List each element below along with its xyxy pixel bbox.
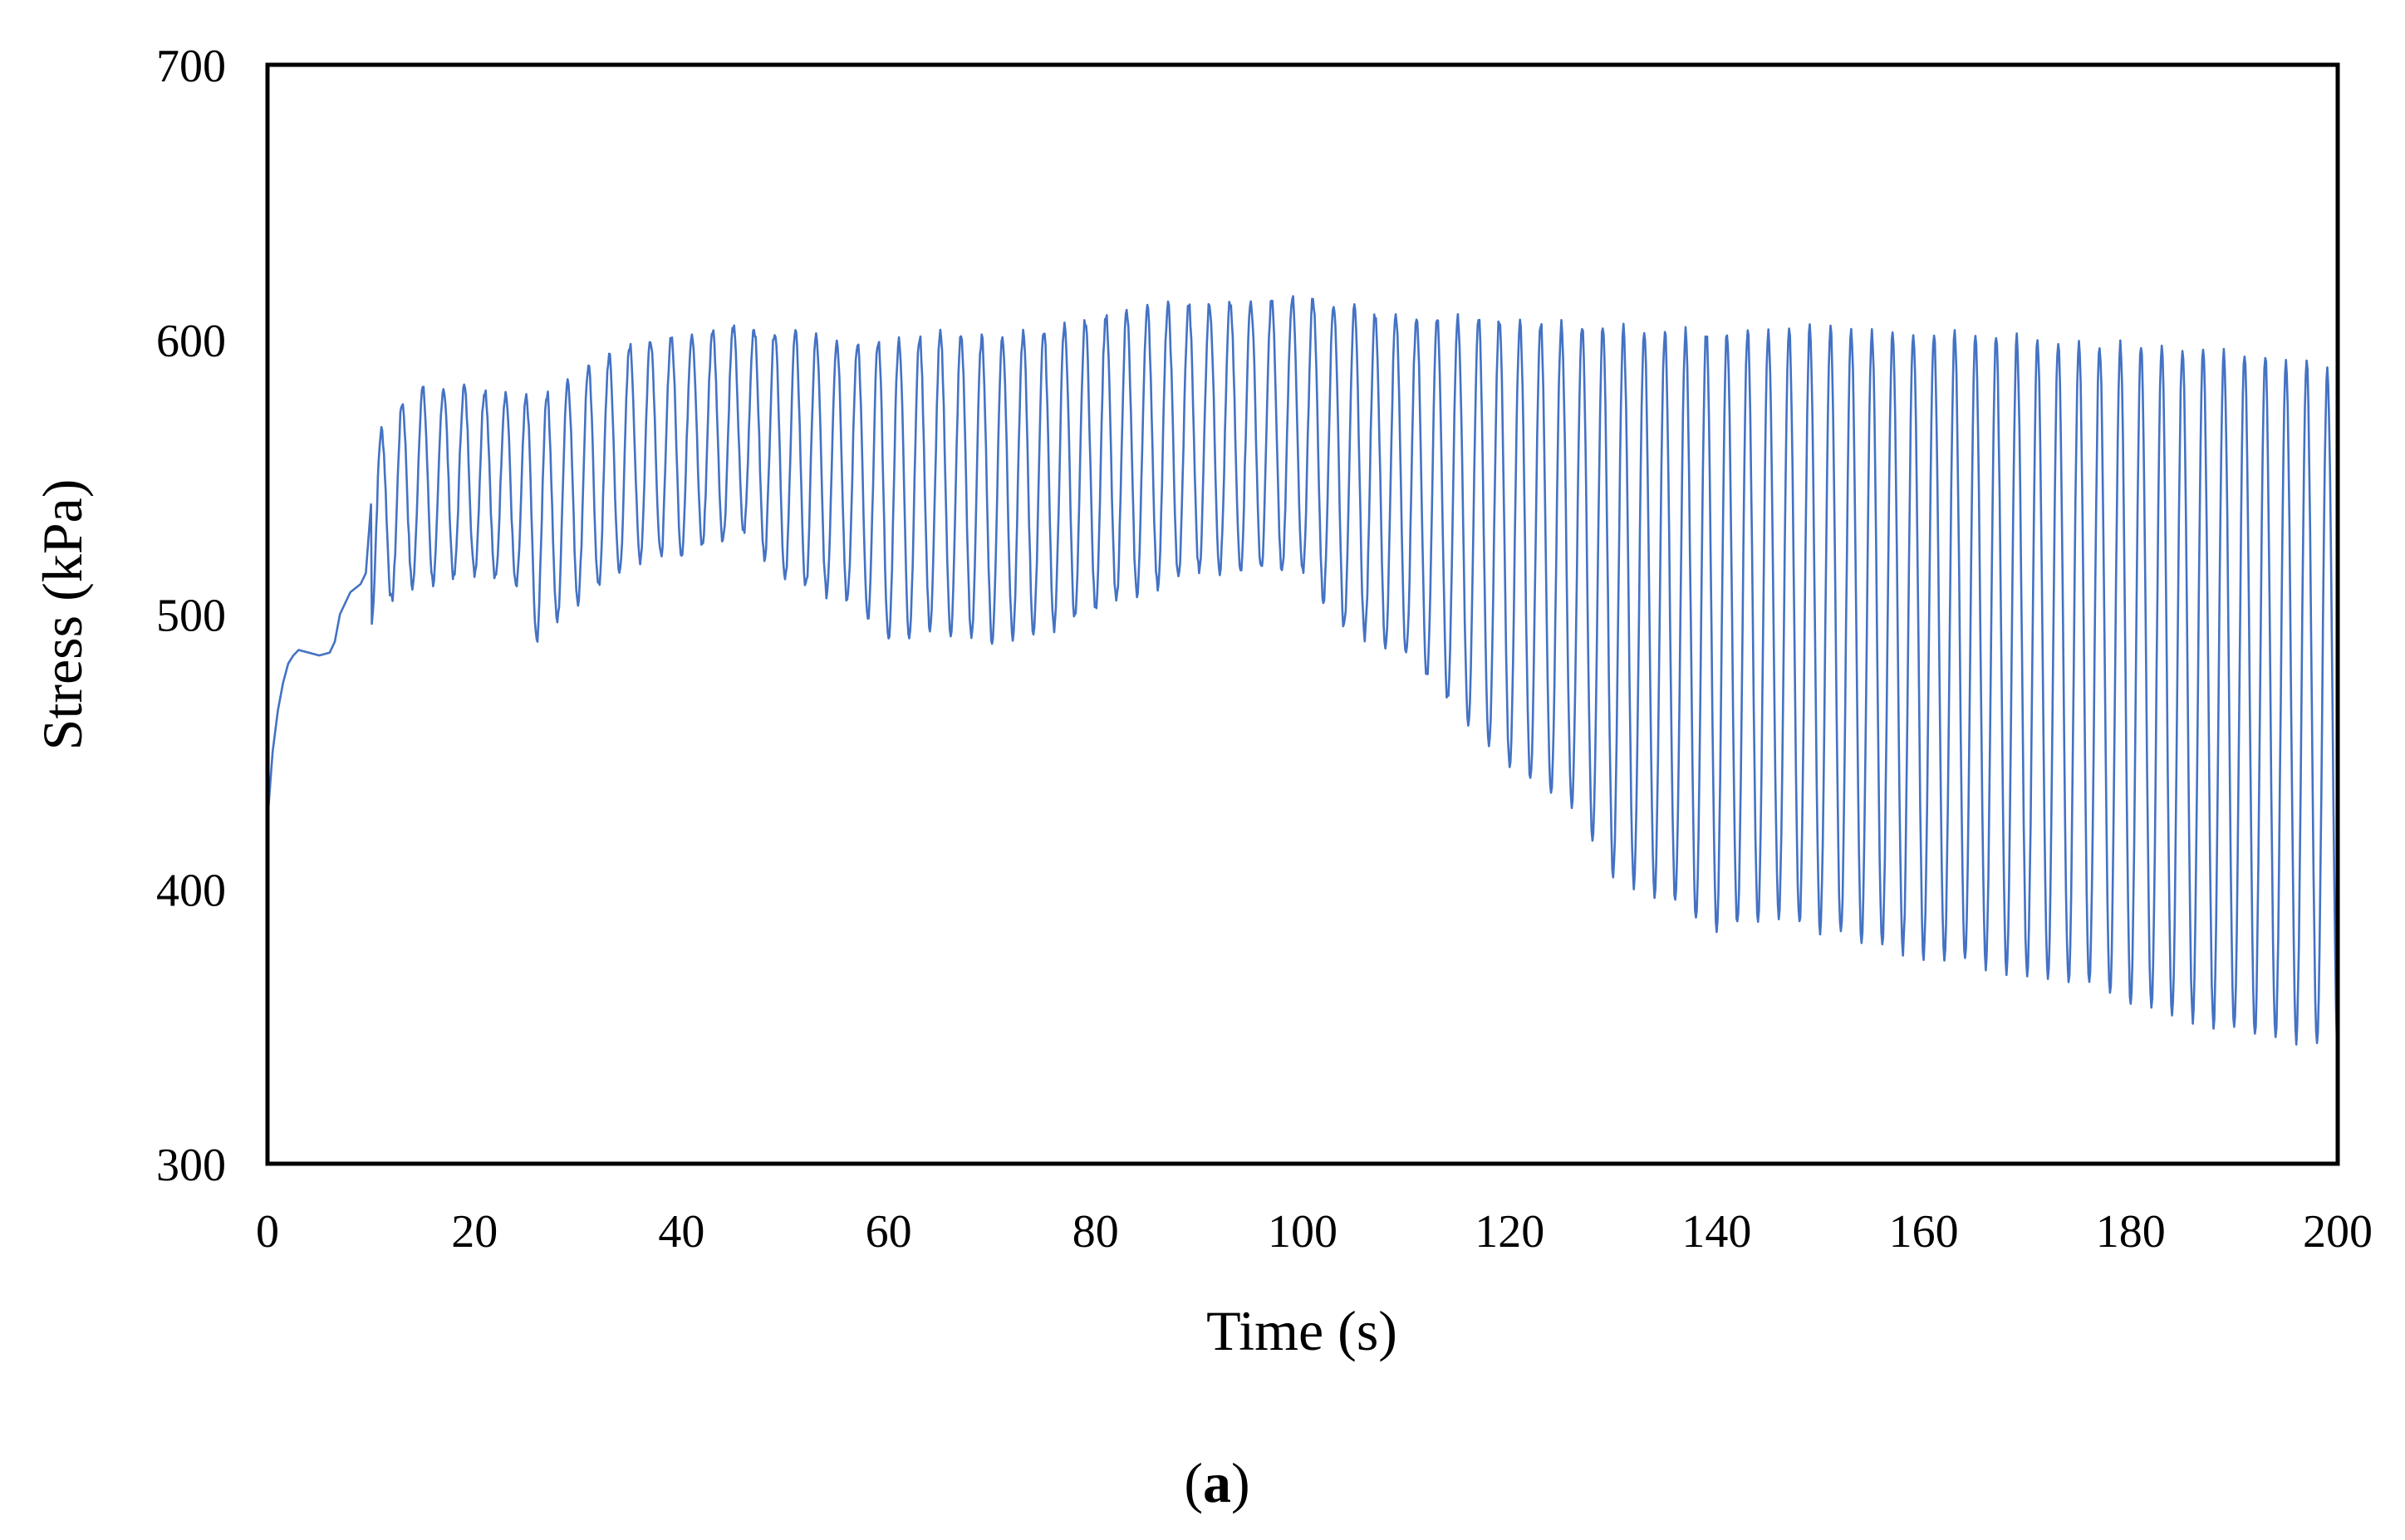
x-tick-label: 60 (866, 1206, 912, 1258)
x-tick-label: 40 (658, 1206, 704, 1258)
x-tick-label: 80 (1072, 1206, 1119, 1258)
y-tick-label: 300 (156, 1140, 226, 1191)
x-tick-label: 100 (1268, 1206, 1337, 1258)
y-tick-label: 500 (156, 591, 226, 642)
y-tick-labels: 300 400 500 600 700 (156, 41, 226, 1191)
figure-caption: (a) (1184, 1451, 1249, 1514)
x-tick-label: 140 (1681, 1206, 1751, 1258)
x-tick-label: 160 (1889, 1206, 1959, 1258)
x-tick-label: 200 (2303, 1206, 2373, 1258)
x-tick-label: 180 (2096, 1206, 2166, 1258)
x-axis-title: Time (s) (1206, 1299, 1397, 1362)
y-tick-label: 600 (156, 316, 226, 367)
y-axis-title: Stress (kPa) (31, 479, 94, 751)
plot-frame (265, 62, 2340, 1166)
y-tick-label: 700 (156, 41, 226, 92)
series-line-stress (267, 295, 2338, 1050)
x-tick-label: 20 (451, 1206, 498, 1258)
plot-area (267, 295, 2338, 1050)
x-tick-labels: 0 20 40 60 80 100 120 140 160 180 200 (256, 1206, 2373, 1258)
y-tick-label: 400 (156, 865, 226, 916)
x-tick-label: 120 (1475, 1206, 1544, 1258)
x-tick-label: 0 (256, 1206, 279, 1258)
